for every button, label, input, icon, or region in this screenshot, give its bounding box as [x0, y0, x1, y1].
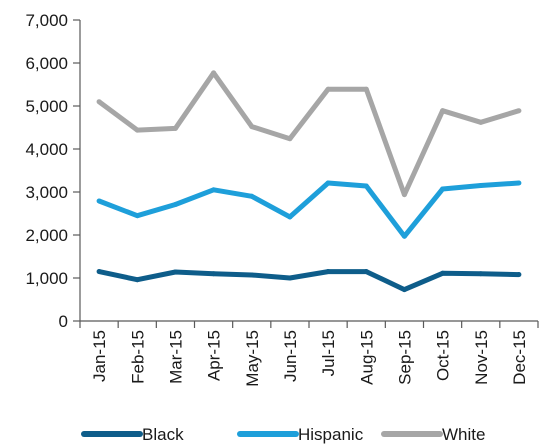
legend-label-hispanic: Hispanic — [298, 425, 364, 444]
y-tick-label: 5,000 — [25, 97, 68, 116]
data-point-black — [96, 269, 102, 275]
x-tick-label: Jan-15 — [90, 330, 109, 382]
y-tick-label: 3,000 — [25, 183, 68, 202]
x-tick-label: Apr-15 — [205, 330, 224, 381]
data-point-hispanic — [401, 233, 407, 239]
data-point-white — [249, 124, 255, 130]
legend-label-white: White — [442, 425, 485, 444]
data-point-white — [516, 108, 522, 114]
y-tick-label: 6,000 — [25, 54, 68, 73]
data-point-hispanic — [440, 186, 446, 192]
data-point-white — [440, 108, 446, 114]
legend: Black Hispanic White — [81, 425, 485, 444]
data-point-white — [96, 99, 102, 105]
data-point-hispanic — [134, 213, 140, 219]
x-tick-label: Nov-15 — [472, 330, 491, 385]
x-tick-label: Feb-15 — [128, 330, 147, 384]
data-point-black — [211, 271, 217, 277]
data-point-black — [478, 271, 484, 277]
data-point-hispanic — [287, 214, 293, 220]
series-line-black — [98, 269, 519, 293]
data-point-white — [363, 86, 369, 92]
y-tick-label: 7,000 — [25, 11, 68, 30]
data-point-hispanic — [249, 193, 255, 199]
data-point-white — [401, 192, 407, 198]
data-point-white — [172, 125, 178, 131]
x-tick-label: Aug-15 — [357, 330, 376, 385]
data-point-black — [325, 269, 331, 275]
y-tick-label: 0 — [59, 312, 68, 331]
series-line-white — [97, 70, 520, 198]
x-axis: Jan-15 Feb-15 Mar-15 Apr-15 May-15 Jun-15 Jul-… — [79, 320, 539, 387]
data-point-black — [363, 269, 369, 275]
data-point-black — [249, 272, 255, 278]
x-tick-label: Jul-15 — [319, 330, 338, 376]
data-point-black — [172, 269, 178, 275]
data-point-hispanic — [96, 198, 102, 204]
data-point-black — [440, 270, 446, 276]
data-point-white — [325, 86, 331, 92]
y-tick-label: 1,000 — [25, 269, 68, 288]
legend-label-black: Black — [142, 425, 184, 444]
data-point-black — [287, 275, 293, 281]
data-point-hispanic — [478, 183, 484, 189]
data-point-black — [516, 272, 522, 278]
x-tick-label: Sep-15 — [395, 330, 414, 385]
data-point-hispanic — [325, 180, 331, 186]
x-tick-label: Dec-15 — [510, 330, 529, 385]
series-line-hispanic — [98, 180, 520, 239]
data-point-hispanic — [211, 187, 217, 193]
x-tick-label: Jun-15 — [281, 330, 300, 382]
y-tick-label: 2,000 — [25, 226, 68, 245]
x-tick-label: Mar-15 — [166, 330, 185, 384]
data-point-white — [478, 119, 484, 125]
data-point-white — [211, 70, 217, 76]
data-point-black — [134, 277, 140, 283]
data-point-white — [134, 127, 140, 133]
data-point-white — [287, 136, 293, 142]
y-axis: 0 1,000 2,000 3,000 4,000 5,000 6,000 7,000 — [25, 11, 81, 331]
x-tick-label: May-15 — [243, 330, 262, 387]
x-tick-label: Oct-15 — [434, 330, 453, 381]
y-tick-label: 4,000 — [25, 140, 68, 159]
series-lines — [96, 70, 522, 293]
data-point-hispanic — [516, 180, 522, 186]
data-point-hispanic — [172, 201, 178, 207]
data-point-black — [401, 287, 407, 293]
data-point-hispanic — [363, 183, 369, 189]
